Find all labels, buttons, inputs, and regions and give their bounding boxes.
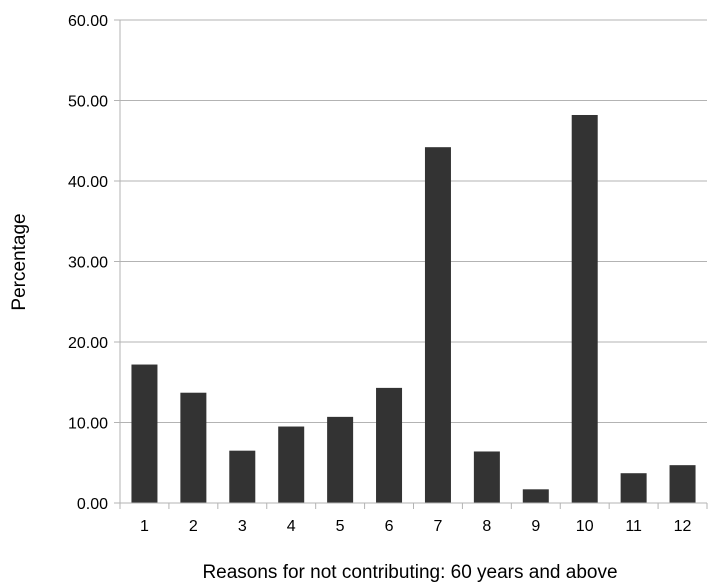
y-tick-label: 0.00 bbox=[77, 496, 108, 513]
bar-12 bbox=[669, 465, 696, 503]
y-tick-label: 40.00 bbox=[68, 174, 108, 191]
bar-1 bbox=[131, 364, 158, 503]
x-tick-label: 1 bbox=[140, 518, 149, 535]
x-tick-label: 12 bbox=[674, 518, 692, 535]
y-tick-label: 10.00 bbox=[68, 416, 108, 433]
x-tick-label: 4 bbox=[287, 518, 296, 535]
bar-2 bbox=[180, 392, 207, 503]
bar-5 bbox=[327, 416, 354, 503]
x-tick-label: 11 bbox=[625, 518, 642, 535]
x-tick-label: 10 bbox=[576, 518, 594, 535]
x-tick-label: 5 bbox=[336, 518, 345, 535]
x-tick-label: 8 bbox=[482, 518, 491, 535]
y-tick-label: 20.00 bbox=[68, 335, 108, 352]
bar-6 bbox=[376, 387, 403, 503]
x-tick-label: 3 bbox=[238, 518, 247, 535]
y-tick-label: 30.00 bbox=[68, 255, 108, 272]
y-tick-label: 50.00 bbox=[68, 94, 108, 111]
bar-11 bbox=[620, 473, 647, 503]
x-tick-label: 9 bbox=[531, 518, 540, 535]
axes bbox=[114, 19, 708, 509]
bar-7 bbox=[424, 147, 451, 503]
bar-8 bbox=[473, 451, 500, 503]
x-tick-label: 7 bbox=[434, 518, 443, 535]
x-tick-label: 2 bbox=[189, 518, 198, 535]
bar-3 bbox=[229, 450, 256, 503]
y-tick-label: 60.00 bbox=[68, 13, 108, 30]
bar-10 bbox=[571, 114, 598, 504]
bars bbox=[131, 114, 696, 504]
bar-9 bbox=[522, 489, 549, 503]
x-axis-title: Reasons for not contributing: 60 years a… bbox=[202, 562, 617, 583]
gridlines bbox=[120, 19, 707, 423]
x-tick-label: 6 bbox=[385, 518, 394, 535]
y-axis-title: Percentage bbox=[9, 213, 30, 310]
bar-4 bbox=[278, 426, 305, 503]
